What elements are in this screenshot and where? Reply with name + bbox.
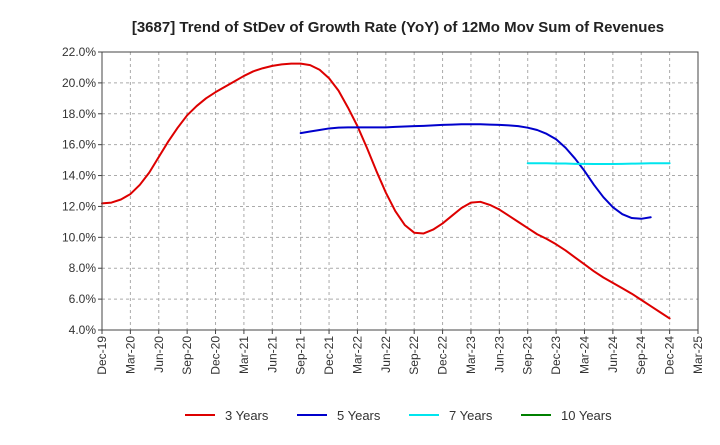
y-tick-label: 4.0% bbox=[69, 323, 97, 337]
x-tick-label: Mar-24 bbox=[577, 336, 591, 374]
grid-lines bbox=[102, 51, 698, 331]
y-tick-label: 14.0% bbox=[62, 169, 96, 183]
x-tick-label: Sep-23 bbox=[521, 336, 535, 375]
y-axis: 4.0% 6.0% 8.0% 10.0% 12.0% 14.0% 16.0% 18.0% 20.… bbox=[62, 45, 102, 337]
x-tick-label: Jun-24 bbox=[606, 336, 620, 373]
y-tick-label: 12.0% bbox=[62, 199, 96, 213]
x-tick-label: Dec-19 bbox=[95, 336, 109, 375]
x-tick-label: Jun-20 bbox=[152, 336, 166, 373]
x-tick-label: Dec-21 bbox=[322, 336, 336, 375]
x-tick-label: Dec-20 bbox=[209, 336, 223, 375]
y-tick-label: 22.0% bbox=[62, 45, 96, 59]
x-tick-label: Dec-23 bbox=[549, 336, 563, 375]
x-tick-label: Jun-23 bbox=[492, 336, 506, 373]
x-tick-label: Mar-25 bbox=[691, 336, 705, 374]
x-tick-label: Jun-22 bbox=[379, 336, 393, 373]
series-line-3-years bbox=[101, 62, 671, 320]
legend-label-10-years: 10 Years bbox=[561, 408, 612, 423]
y-tick-label: 18.0% bbox=[62, 107, 96, 121]
series-line-7-years bbox=[526, 162, 671, 165]
x-tick-label: Jun-21 bbox=[265, 336, 279, 373]
legend-label-3-years: 3 Years bbox=[225, 408, 269, 423]
x-tick-label: Sep-20 bbox=[180, 336, 194, 375]
series-lines bbox=[101, 62, 671, 320]
legend: 3 Years 5 Years 7 Years 10 Years bbox=[185, 408, 612, 423]
y-tick-label: 10.0% bbox=[62, 230, 96, 244]
chart-title: [3687] Trend of StDev of Growth Rate (Yo… bbox=[132, 19, 664, 36]
x-tick-label: Dec-24 bbox=[663, 336, 677, 375]
plot-area-frame bbox=[101, 51, 699, 331]
series-line-5-years bbox=[299, 123, 652, 220]
x-axis: Dec-19 Mar-20 Jun-20 Sep-20 Dec-20 Mar-21 Jun-… bbox=[95, 330, 705, 375]
x-tick-label: Sep-21 bbox=[294, 336, 308, 375]
y-tick-label: 6.0% bbox=[69, 292, 97, 306]
x-tick-label: Mar-21 bbox=[237, 336, 251, 374]
y-tick-label: 20.0% bbox=[62, 76, 96, 90]
x-tick-label: Mar-23 bbox=[464, 336, 478, 374]
x-tick-label: Sep-24 bbox=[634, 336, 648, 375]
x-tick-label: Dec-22 bbox=[436, 336, 450, 375]
x-tick-label: Mar-22 bbox=[350, 336, 364, 374]
legend-label-5-years: 5 Years bbox=[337, 408, 381, 423]
legend-label-7-years: 7 Years bbox=[449, 408, 493, 423]
x-tick-label: Sep-22 bbox=[407, 336, 421, 375]
y-tick-label: 16.0% bbox=[62, 138, 96, 152]
x-tick-label: Mar-20 bbox=[123, 336, 137, 374]
y-tick-label: 8.0% bbox=[69, 261, 97, 275]
